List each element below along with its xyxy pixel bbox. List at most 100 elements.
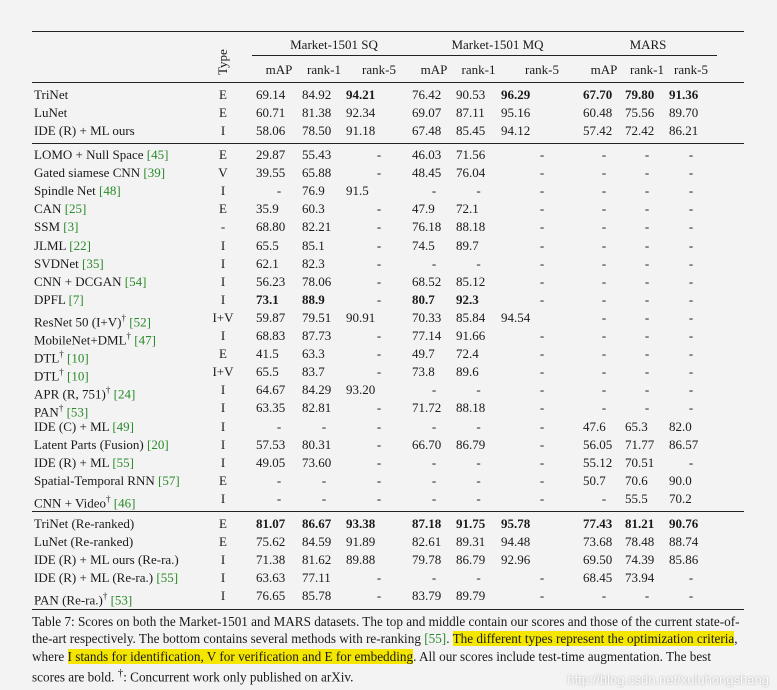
citation-link[interactable]: [22]: [69, 237, 91, 253]
score-cell: -: [688, 147, 694, 162]
score-cell: 35.9: [256, 201, 279, 217]
score-cell: -: [476, 490, 481, 506]
score-cell: -: [539, 472, 545, 488]
method-name: LuNet: [34, 105, 67, 121]
type-cell: I: [220, 291, 226, 307]
score-cell: 41.5: [256, 346, 279, 362]
method-label: MobileNet+DML: [34, 332, 127, 348]
score-cell: 57.53: [256, 436, 286, 452]
score-cell: 71.38: [256, 552, 286, 568]
type-cell: I: [220, 255, 226, 271]
citation-link[interactable]: [52]: [129, 314, 151, 330]
score-cell: 94.21: [346, 87, 376, 102]
caption-text-3: , where: [32, 631, 738, 664]
score-cell: 65.5: [256, 237, 279, 253]
score-cell: 79.80: [625, 87, 655, 102]
citation-link[interactable]: [10]: [67, 350, 89, 366]
score-cell: -: [539, 588, 545, 604]
score-cell: 75.62: [256, 534, 286, 550]
score-cell: 63.35: [256, 400, 286, 416]
citation-link[interactable]: [24]: [113, 386, 136, 402]
watermark-url: http://blog.csdn.net/xuluhongshang: [567, 672, 769, 687]
score-cell: -: [321, 490, 327, 506]
citation-link[interactable]: [48]: [99, 183, 121, 199]
method-name: MobileNet+DML† [47]: [34, 328, 156, 348]
score-cell: -: [376, 273, 382, 289]
score-cell: -: [376, 201, 382, 217]
citation-link[interactable]: [55]: [112, 454, 135, 470]
citation-link[interactable]: [7]: [68, 291, 84, 307]
score-cell: -: [644, 400, 650, 416]
score-cell: 77.43: [583, 516, 613, 531]
score-cell: 76.04: [456, 165, 486, 181]
score-cell: 91.89: [346, 534, 376, 550]
header-rule: [32, 82, 744, 83]
method-label: PAN: [34, 404, 59, 420]
method-label: CAN: [34, 201, 62, 217]
score-cell: -: [276, 472, 282, 488]
type-cell: V: [218, 165, 228, 181]
score-cell: 59.87: [256, 309, 286, 325]
score-cell: -: [376, 237, 382, 253]
score-cell: 58.06: [256, 123, 286, 139]
citation-link[interactable]: [53]: [66, 404, 89, 420]
method-name: DTL† [10]: [34, 346, 89, 366]
score-cell: -: [601, 490, 607, 506]
score-cell: 79.78: [412, 552, 442, 568]
score-cell: -: [321, 418, 327, 434]
caption-text-4: . All our scores include test-time augme…: [32, 648, 711, 685]
column-header: rank-1: [630, 62, 664, 77]
citation-link[interactable]: [54]: [124, 273, 147, 289]
score-cell: 60.48: [583, 105, 613, 121]
citation-link[interactable]: [39]: [143, 165, 166, 181]
score-cell: 73.68: [583, 534, 613, 550]
score-cell: -: [539, 570, 545, 586]
score-cell: 91.5: [346, 183, 369, 199]
citation-link[interactable]: [55]: [156, 570, 179, 586]
method-label: IDE (R) + ML ours (Re-ra.): [34, 552, 179, 568]
score-cell: -: [539, 201, 545, 217]
score-cell: 94.12: [501, 123, 531, 139]
score-cell: -: [644, 291, 650, 307]
caption-dagger: †: [117, 667, 124, 680]
score-cell: -: [539, 273, 545, 289]
citation-link[interactable]: [35]: [82, 255, 104, 271]
score-cell: -: [601, 346, 607, 362]
citation-link[interactable]: [45]: [146, 147, 169, 162]
score-cell: 56.05: [583, 436, 613, 452]
type-cell: E: [219, 87, 227, 102]
type-cell: E: [219, 516, 227, 531]
method-name: JLML [22]: [34, 238, 91, 254]
score-cell: 89.70: [669, 105, 699, 121]
score-cell: -: [688, 309, 694, 325]
score-cell: 89.6: [456, 364, 479, 380]
score-cell: 77.11: [302, 570, 331, 586]
table-caption: Table 7: Scores on both the Market-1501 …: [32, 613, 744, 686]
citation-link[interactable]: [3]: [63, 219, 79, 235]
citation-link[interactable]: [47]: [134, 332, 156, 348]
score-cell: -: [601, 364, 607, 380]
score-cell: -: [539, 418, 545, 434]
score-cell: -: [688, 346, 694, 362]
score-cell: 78.06: [302, 273, 332, 289]
caption-citation[interactable]: [55]: [424, 631, 447, 647]
score-cell: 76.9: [302, 183, 325, 199]
score-cell: 92.96: [501, 552, 531, 568]
score-cell: -: [539, 454, 545, 470]
score-cell: -: [539, 183, 545, 199]
citation-link[interactable]: [49]: [112, 418, 135, 434]
score-cell: -: [376, 454, 382, 470]
group-header-rule: [579, 55, 717, 56]
citation-link[interactable]: [20]: [147, 436, 169, 452]
citation-link[interactable]: [57]: [158, 472, 180, 488]
score-cell: 86.57: [669, 436, 699, 452]
citation-link[interactable]: [53]: [110, 592, 133, 608]
score-cell: 88.74: [669, 534, 699, 550]
citation-link[interactable]: [10]: [67, 368, 89, 384]
score-cell: 89.31: [456, 534, 486, 550]
citation-link[interactable]: [46]: [113, 495, 136, 511]
citation-link[interactable]: [25]: [64, 201, 87, 217]
type-cell: I: [220, 588, 226, 604]
table-top-rule: [32, 31, 744, 33]
score-cell: 85.78: [302, 588, 332, 604]
